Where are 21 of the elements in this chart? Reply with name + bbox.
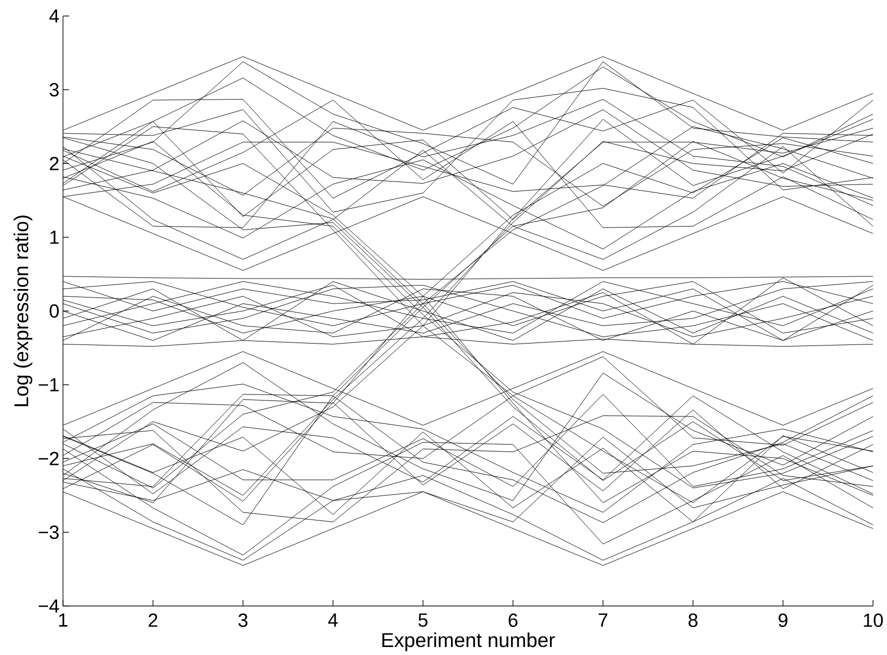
y-tick-label: 1 xyxy=(50,230,59,244)
x-tick-label: 4 xyxy=(328,614,338,627)
y-tick-label: 0 xyxy=(50,304,59,318)
y-tick-label: −2 xyxy=(38,452,59,466)
x-tick-label: 2 xyxy=(148,614,158,627)
x-tick-label: 1 xyxy=(59,614,68,627)
x-tick-label: 7 xyxy=(598,614,608,627)
x-tick-label: 6 xyxy=(508,614,518,627)
y-tick-label: 3 xyxy=(50,83,59,96)
y-tick-label: 2 xyxy=(50,156,59,170)
x-tick-label: 8 xyxy=(688,614,698,627)
x-tick-label: 3 xyxy=(238,614,248,627)
x-axis-title: Experiment number xyxy=(382,632,555,652)
x-tick-label: 5 xyxy=(418,614,428,627)
y-tick-label: −1 xyxy=(38,378,59,392)
x-tick-label: 9 xyxy=(778,614,788,627)
y-axis-title: Log (expression ratio) xyxy=(14,216,32,406)
y-tick-label: 4 xyxy=(49,9,59,23)
x-tick-label: 10 xyxy=(864,614,883,627)
y-tick-label: −3 xyxy=(38,526,59,539)
y-tick-label: −4 xyxy=(38,599,59,613)
